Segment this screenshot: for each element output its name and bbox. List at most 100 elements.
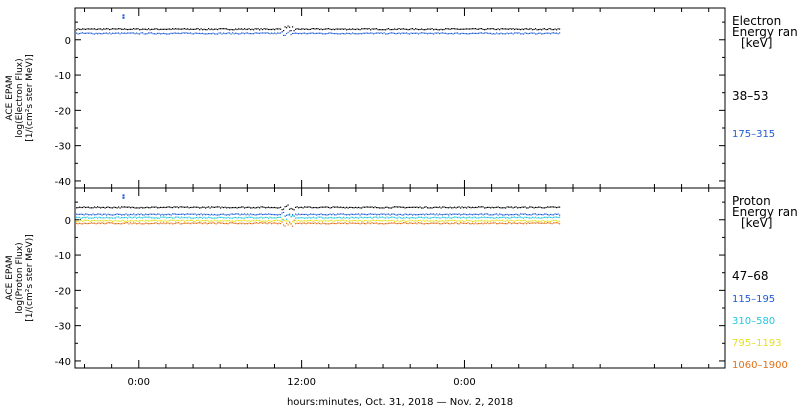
data-point [185,213,187,215]
data-point [494,222,496,224]
data-point [253,29,255,31]
data-point [521,220,523,222]
data-point [218,206,220,208]
data-point [299,217,301,219]
data-point [436,213,438,215]
data-point [263,28,265,30]
data-point [361,213,363,215]
data-point [410,222,412,224]
data-point [157,207,159,209]
data-point [305,217,307,219]
data-point [478,206,480,208]
legend-title-line: Electron [732,14,781,28]
data-point [259,213,261,215]
data-point [454,216,456,218]
data-point [485,32,487,34]
data-point [89,217,91,219]
data-point [214,28,216,30]
data-point [347,32,349,35]
data-point [386,216,388,218]
data-point [311,222,313,224]
data-point [217,217,219,219]
data-point [79,206,81,208]
data-point [344,214,346,216]
data-point [304,206,306,208]
data-point [551,206,553,208]
data-point [454,206,456,208]
data-point [115,28,117,30]
data-point [368,213,370,215]
data-point [115,219,117,221]
data-point [418,219,420,222]
data-point [464,213,466,215]
data-point [77,223,79,225]
data-point [526,220,528,222]
data-point [431,213,433,215]
data-point [146,206,148,208]
data-point [316,219,318,222]
data-point [355,219,357,222]
data-point [283,34,285,36]
data-point [373,219,375,221]
data-point [271,213,273,216]
data-point [134,216,136,218]
data-point [112,217,114,219]
data-point [358,213,360,215]
data-point [548,220,550,222]
data-point [317,222,319,224]
data-point [274,220,276,222]
data-point [550,33,552,35]
data-point [289,26,291,28]
data-point [307,217,309,219]
data-point [410,206,412,208]
data-point [382,29,384,31]
data-point [178,32,180,34]
data-point [520,220,522,222]
data-point [250,29,252,31]
data-point [166,28,168,30]
data-point [215,33,217,35]
data-point [242,217,244,219]
data-point [518,206,520,209]
data-point [202,29,204,31]
data-point [470,217,472,219]
data-point [308,216,310,218]
data-point [350,33,352,35]
data-point [496,206,498,208]
data-point [442,206,444,208]
data-point [178,222,180,224]
data-point [196,28,198,30]
data-point [317,32,319,34]
data-point [365,28,367,30]
data-point [394,216,396,219]
data-point [229,207,231,209]
data-point [535,220,537,222]
data-point [559,206,561,208]
data-point [524,206,526,208]
data-point [266,213,268,216]
data-point [446,28,448,30]
data-point [455,220,457,222]
data-point [443,222,445,224]
data-point [83,216,85,218]
data-point [284,206,286,208]
data-point [365,214,367,216]
data-point [262,32,264,34]
data-point [92,220,94,222]
data-point [215,220,217,222]
data-point [364,213,366,215]
data-point [538,29,540,31]
data-point [95,207,97,209]
data-point [251,33,253,35]
data-point [143,214,145,216]
data-point [302,32,304,34]
data-point [416,214,418,216]
data-point [284,34,286,36]
data-point [377,29,379,31]
data-point [226,32,228,35]
data-point [488,223,490,225]
data-point [152,217,154,219]
data-point [355,33,357,35]
data-point [424,223,426,225]
